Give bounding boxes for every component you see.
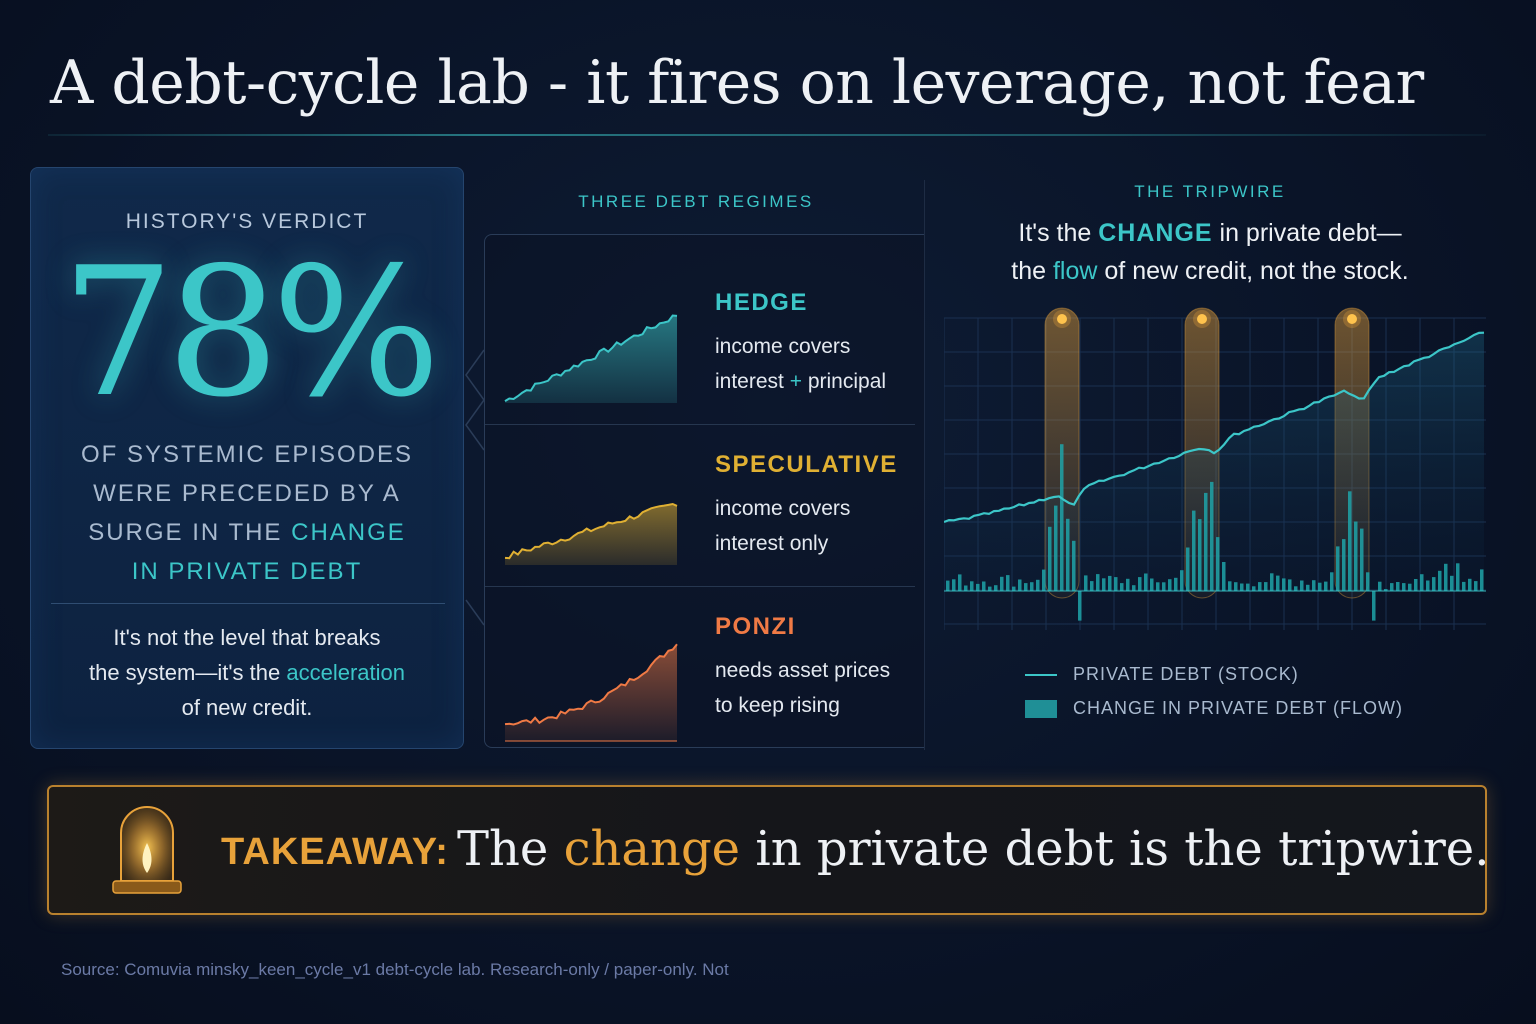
- speculative-sparkline: [504, 502, 678, 565]
- verdict-description: OF SYSTEMIC EPISODES WERE PRECEDED BY A …: [31, 435, 463, 591]
- caption-text: in private debt—: [1219, 219, 1402, 247]
- regime-description: income covers interest + principal: [715, 329, 886, 399]
- verdict-heading: HISTORY'S VERDICT: [125, 210, 369, 233]
- section-divider: [924, 180, 925, 750]
- caption-line: the flow of new credit, not the stock.: [940, 252, 1480, 290]
- verdict-note-text: the system—it's the: [88, 660, 281, 685]
- caption-text: It's the: [1018, 219, 1092, 247]
- verdict-note-line: the system—it's the acceleration: [31, 655, 463, 690]
- caption-keyword: flow: [1052, 257, 1098, 285]
- legend-line-swatch: [1025, 674, 1057, 676]
- source-note: Source: Comuvia minsky_keen_cycle_v1 deb…: [61, 960, 729, 979]
- verdict-note-line: It's not the level that breaks: [113, 625, 381, 650]
- verdict-divider: [51, 603, 445, 604]
- regime-hedge: HEDGE income covers interest + principal: [485, 249, 925, 425]
- caption-text: the: [1011, 257, 1047, 285]
- legend-label: CHANGE IN PRIVATE DEBT (FLOW): [1073, 698, 1404, 718]
- verdict-panel: HISTORY'S VERDICT 78% OF SYSTEMIC EPISOD…: [30, 167, 464, 749]
- regime-description: income covers interest only: [715, 491, 850, 561]
- tripwire-caption: It's the CHANGE in private debt— the flo…: [940, 214, 1480, 290]
- hedge-sparkline: [504, 314, 678, 403]
- regime-ponzi: PONZI needs asset prices to keep rising: [485, 573, 925, 742]
- tripwire-chart: [944, 307, 1486, 630]
- caption-line: It's the CHANGE in private debt—: [940, 214, 1480, 252]
- regime-desc-text: principal: [807, 370, 887, 393]
- verdict-desc-line: WERE PRECEDED BY A: [93, 480, 401, 507]
- regime-desc-line: to keep rising: [715, 694, 840, 717]
- page-title: A debt-cycle lab - it fires on leverage,…: [50, 48, 1424, 118]
- title-divider: [48, 134, 1486, 136]
- legend-bar-swatch: [1025, 700, 1057, 718]
- verdict-desc-line: IN PRIVATE DEBT: [131, 558, 363, 585]
- flow-bars: [946, 444, 1484, 621]
- takeaway-label: TAKEAWAY:: [221, 831, 449, 873]
- regime-desc-line: interest + principal: [715, 364, 886, 399]
- crisis-markers: [1053, 310, 1361, 328]
- verdict-stat: 78%: [61, 229, 441, 436]
- alarm-lamp-icon: [112, 806, 182, 894]
- regime-description: needs asset prices to keep rising: [715, 653, 890, 723]
- verdict-note: It's not the level that breaks the syste…: [31, 620, 463, 725]
- takeaway-text: The change in private debt is the tripwi…: [457, 821, 1489, 877]
- regimes-heading: THREE DEBT REGIMES: [578, 192, 814, 211]
- verdict-desc-text: SURGE IN THE: [88, 519, 283, 546]
- regime-desc-line: interest only: [715, 532, 829, 555]
- ponzi-sparkline: [504, 643, 678, 742]
- plus-sign: +: [789, 370, 802, 393]
- regime-name: SPECULATIVE: [715, 451, 898, 478]
- caption-text: of new credit, not the stock.: [1104, 257, 1409, 285]
- regime-name: PONZI: [715, 613, 796, 640]
- regime-divider: [485, 424, 915, 425]
- regime-speculative: SPECULATIVE income covers interest only: [485, 411, 925, 587]
- legend-label: PRIVATE DEBT (STOCK): [1073, 664, 1299, 684]
- regime-desc-line: income covers: [715, 497, 851, 520]
- verdict-note-keyword: acceleration: [286, 660, 406, 685]
- takeaway-keyword: change: [563, 821, 741, 877]
- regime-divider: [485, 586, 915, 587]
- regime-desc-text: interest: [715, 370, 784, 393]
- takeaway-text-part: The: [457, 821, 549, 877]
- regime-desc-line: needs asset prices: [715, 659, 891, 682]
- regime-desc-line: income covers: [715, 335, 851, 358]
- verdict-desc-line: OF SYSTEMIC EPISODES: [80, 441, 414, 468]
- bracket-connector: [465, 349, 485, 626]
- regimes-panel: HEDGE income covers interest + principal…: [484, 234, 924, 748]
- takeaway-banner: TAKEAWAY: The change in private debt is …: [47, 785, 1489, 915]
- stock-line: [944, 331, 1485, 524]
- verdict-note-line: of new credit.: [181, 695, 313, 720]
- regime-name: HEDGE: [715, 289, 808, 316]
- verdict-desc-line: SURGE IN THE CHANGE: [31, 513, 463, 552]
- takeaway-text-part: in private debt is the tripwire.: [755, 821, 1490, 877]
- tripwire-heading: THE TRIPWIRE: [1134, 182, 1286, 201]
- caption-keyword: CHANGE: [1098, 219, 1213, 247]
- verdict-desc-keyword: CHANGE: [291, 519, 406, 546]
